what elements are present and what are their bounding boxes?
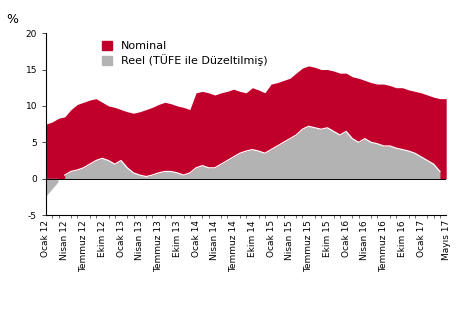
Legend: Nominal, Reel (TÜFE ile Düzeltilmiş): Nominal, Reel (TÜFE ile Düzeltilmiş) [99, 39, 269, 68]
Text: %: % [6, 13, 18, 26]
